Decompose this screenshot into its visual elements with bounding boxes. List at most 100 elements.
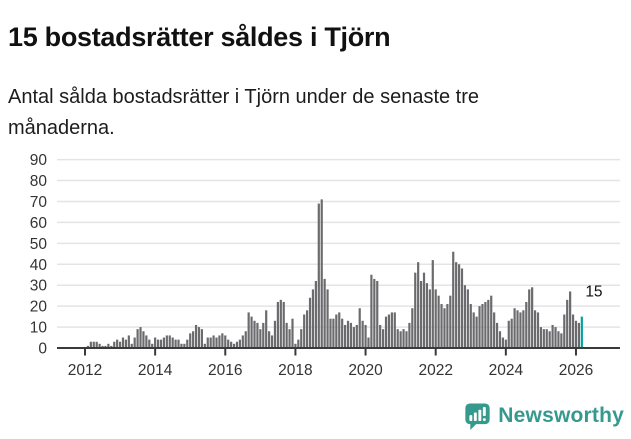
bar-month (282, 301, 285, 348)
bar-month (449, 295, 452, 348)
bar-month (224, 335, 227, 348)
bar-month (387, 314, 391, 348)
subtitle-line-2: månaderna. (8, 117, 115, 139)
bar-month (373, 278, 376, 348)
bar-month (346, 320, 350, 348)
x-axis-label: 2024 (489, 362, 524, 379)
bar-month (446, 304, 449, 348)
bar-month (253, 320, 256, 348)
y-axis-label: 60 (30, 215, 48, 232)
bar-month (183, 343, 186, 348)
bar-month (361, 320, 364, 348)
bar-month (381, 329, 385, 348)
bar-month (352, 327, 355, 348)
bar-month (414, 272, 417, 348)
bar-month (142, 331, 145, 348)
bar-month (431, 260, 434, 348)
bar-month (335, 314, 338, 348)
bar-month (250, 316, 253, 348)
bar-month (320, 199, 323, 348)
bar-month (493, 312, 496, 348)
y-axis-label: 40 (30, 257, 48, 274)
bar-month (519, 312, 522, 348)
bar-month (563, 314, 566, 348)
bar-month (227, 339, 230, 348)
bar-month (402, 329, 405, 348)
bar-month (206, 337, 209, 348)
bar-month (300, 329, 303, 348)
bar-month (463, 285, 467, 348)
bar-month (294, 343, 297, 348)
x-axis-label: 2014 (138, 362, 173, 379)
bar-month (349, 322, 353, 348)
x-axis-label: 2012 (68, 362, 102, 379)
bar-month (268, 331, 271, 348)
y-axis-label: 20 (30, 299, 48, 316)
bar-month (265, 310, 268, 348)
bar-month (466, 289, 469, 348)
bar-month (121, 337, 125, 348)
bar-month (443, 308, 446, 348)
bar-month (256, 322, 259, 348)
bar-month (338, 312, 341, 348)
bar-month (314, 281, 317, 348)
bar-month (460, 268, 464, 348)
bar-month (171, 337, 174, 348)
bar-month (390, 312, 393, 348)
bar-month (118, 341, 122, 348)
bar-month (440, 304, 443, 348)
bar-month (522, 310, 525, 348)
newsworthy-logo[interactable]: Newsworthy (464, 400, 624, 432)
chart-subtitle: Antal sålda bostadsrätter i Tjörn under … (8, 82, 608, 144)
bar-month (303, 314, 306, 348)
bar-month (159, 339, 163, 348)
bar-month (533, 310, 537, 348)
bar-month (145, 335, 148, 348)
bar-current-highlight (580, 316, 583, 348)
bar-month (364, 324, 367, 348)
y-axis-label: 50 (30, 236, 48, 253)
bar-month (358, 308, 361, 348)
bar-month (504, 339, 507, 348)
bar-month (498, 331, 502, 348)
bar-month (235, 341, 239, 348)
bar-month (165, 335, 168, 348)
bar-month (151, 343, 154, 348)
bar-month (507, 320, 510, 348)
x-axis-label: 2022 (418, 362, 452, 379)
bar-month (154, 337, 157, 348)
bar-month (329, 318, 332, 348)
bar-month (323, 278, 326, 348)
bar-month (124, 339, 128, 348)
bar-month (215, 337, 218, 348)
bar-month (417, 262, 420, 348)
bar-month (244, 331, 247, 348)
bar-month (484, 301, 487, 348)
bar-month (510, 318, 513, 348)
bar-month (393, 312, 396, 348)
bar-month (279, 299, 282, 348)
bar-month (545, 329, 548, 348)
bar-month (189, 333, 192, 348)
bar-month (370, 274, 373, 348)
bar-month (452, 251, 455, 348)
bar-month (475, 316, 478, 348)
bar-month (525, 301, 528, 348)
bar-month (490, 295, 493, 348)
bar-month (221, 333, 224, 348)
bar-month (536, 312, 540, 348)
bar-month (379, 324, 382, 348)
bar-month (326, 289, 329, 348)
bar-month (194, 324, 198, 348)
y-axis-label: 10 (30, 320, 48, 337)
bar-month (247, 312, 250, 348)
bar-month (110, 345, 113, 348)
bar-month (495, 322, 499, 348)
brand-name: Newsworthy (498, 404, 624, 427)
bar-month (168, 335, 171, 348)
bar-month (539, 327, 543, 348)
bar-month (332, 318, 335, 348)
bar-month (396, 329, 399, 348)
bar-month (270, 335, 274, 348)
page-title: 15 bostadsrätter såldes i Tjörn (8, 22, 391, 53)
